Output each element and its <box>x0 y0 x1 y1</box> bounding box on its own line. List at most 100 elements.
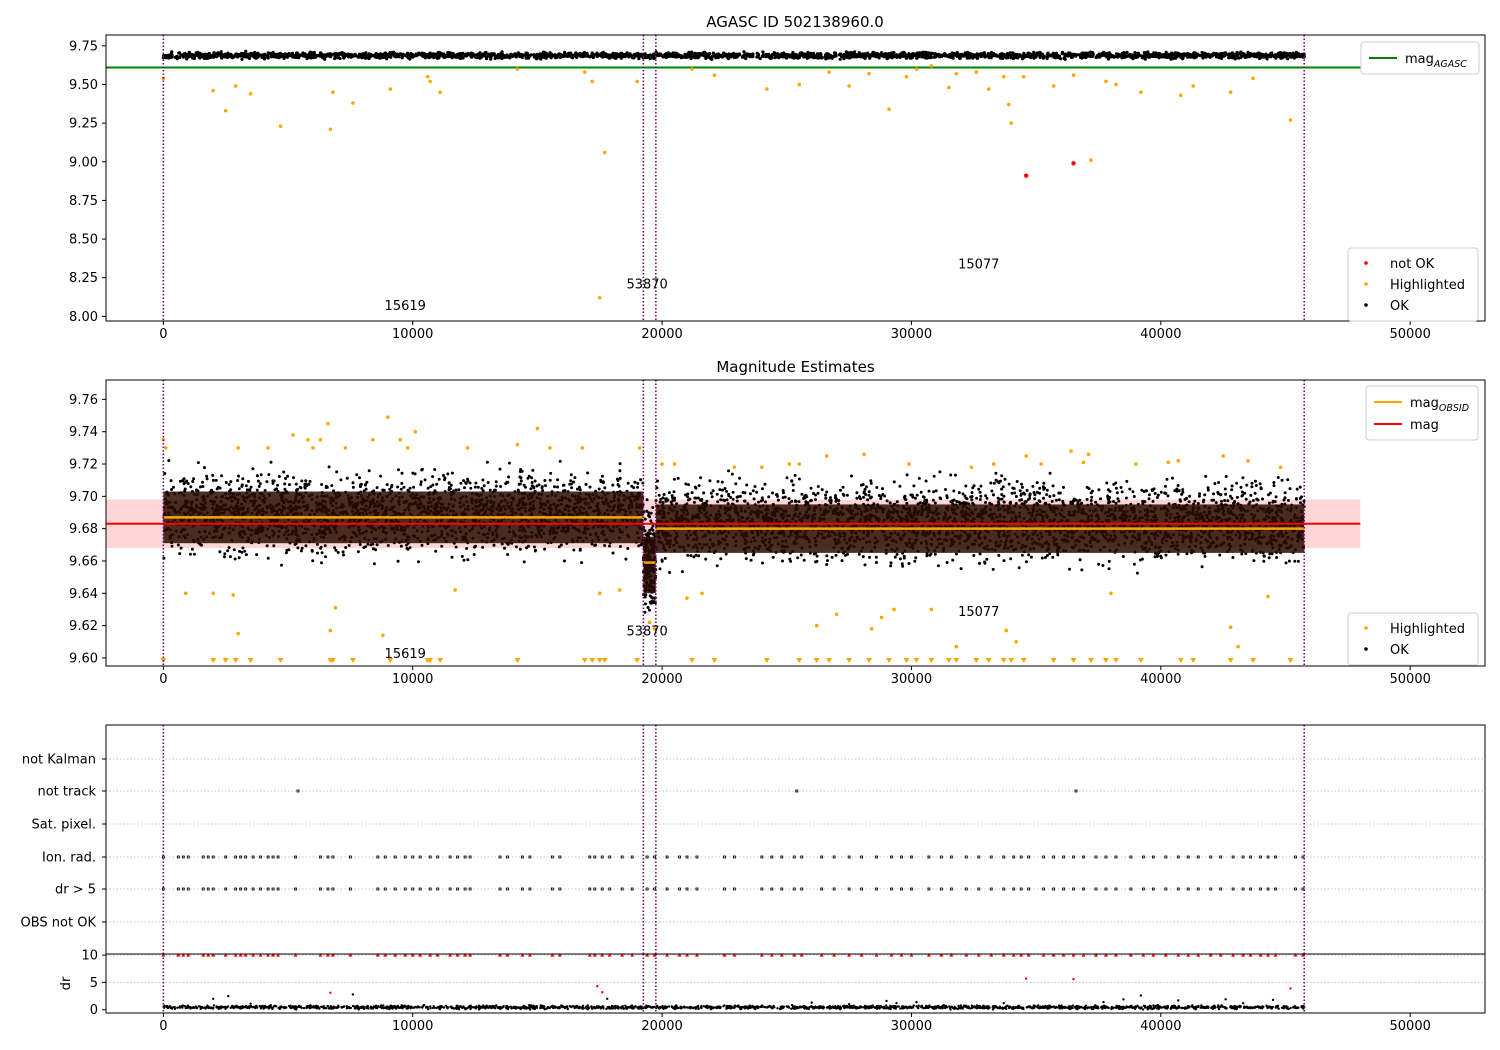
middle-ok-point <box>636 485 639 489</box>
top-ok-point <box>795 53 799 58</box>
top-ok-point <box>1051 51 1055 55</box>
top-ok-point <box>1201 56 1205 60</box>
top-ytick-label: 9.00 <box>69 155 98 170</box>
top-ok-point <box>758 56 762 61</box>
top-ok-point <box>1029 52 1033 56</box>
top-ok-point <box>447 54 451 59</box>
middle-ok-point <box>379 474 383 478</box>
top-ok-point <box>338 56 342 61</box>
middle-ok-point <box>284 477 287 480</box>
top-ok-point <box>995 54 1000 58</box>
middle-ok-point <box>294 482 298 486</box>
middle-ok-point <box>557 545 561 549</box>
top-highlighted-point <box>1251 76 1255 81</box>
middle-ok-point <box>201 485 205 488</box>
top-ok-point <box>877 53 881 57</box>
top-ok-point <box>560 55 565 59</box>
top-ok-point <box>389 55 393 59</box>
top-ok-point <box>1239 52 1243 56</box>
top-ok-point <box>785 56 789 60</box>
middle-ok-point <box>440 544 444 548</box>
middle-ok-point <box>286 474 290 478</box>
top-ok-point <box>632 54 636 59</box>
middle-ok-point <box>651 506 655 509</box>
top-ok-point <box>563 50 567 55</box>
top-ok-point <box>505 54 509 58</box>
top-ok-point <box>1029 56 1033 60</box>
top-ok-point <box>263 53 267 58</box>
middle-ok-point <box>259 473 263 477</box>
top-ok-point <box>337 52 341 56</box>
top-ok-point <box>273 54 277 58</box>
top-ok-point <box>1288 55 1292 59</box>
top-ok-point <box>536 55 540 59</box>
top-ok-point <box>1128 53 1132 57</box>
middle-ok-point <box>369 543 373 547</box>
middle-ok-point <box>386 544 390 547</box>
top-ok-point <box>508 56 512 60</box>
top-ok-point <box>691 52 695 56</box>
middle-ok-point <box>223 552 227 556</box>
top-ok-point <box>544 55 548 59</box>
top-ok-point <box>762 54 766 59</box>
top-ok-point <box>839 54 844 59</box>
middle-ok-point <box>299 549 303 553</box>
top-ok-point <box>1046 52 1050 57</box>
top-ok-point <box>500 56 504 61</box>
middle-ok-point <box>449 483 453 487</box>
top-ok-point <box>1034 53 1038 57</box>
middle-ok-point <box>466 558 470 562</box>
top-ok-point <box>877 56 881 60</box>
middle-ok-point <box>530 481 534 484</box>
middle-ok-point <box>266 556 270 560</box>
top-ok-point <box>701 51 705 55</box>
top-ok-point <box>605 53 609 57</box>
top-not-ok-point <box>1071 161 1076 166</box>
middle-ok-point <box>405 547 409 550</box>
middle-ok-point <box>300 479 304 483</box>
top-ok-point <box>448 51 452 55</box>
middle-ok-point <box>556 478 560 482</box>
top-ok-point <box>900 51 904 55</box>
top-ok-point <box>484 57 489 61</box>
top-ok-point <box>1089 50 1093 54</box>
top-ok-point <box>1039 52 1043 56</box>
top-ok-point <box>305 56 309 61</box>
middle-ok-point <box>178 552 182 556</box>
middle-ok-point <box>408 546 412 550</box>
middle-ok-point <box>526 544 530 548</box>
middle-ok-point <box>272 544 276 548</box>
middle-ok-point <box>499 485 503 488</box>
top-ok-point <box>832 51 837 55</box>
top-highlighted-point <box>1006 102 1011 107</box>
top-ok-point <box>1226 53 1230 57</box>
top-highlighted-point <box>887 107 891 112</box>
top-ok-point <box>317 53 321 57</box>
middle-ok-point <box>600 474 604 478</box>
middle-ok-point <box>323 544 327 548</box>
top-ok-point <box>500 50 504 54</box>
middle-ok-point <box>423 478 427 482</box>
top-ok-point <box>782 51 786 55</box>
middle-ok-point <box>267 473 271 477</box>
middle-ok-point <box>172 485 175 489</box>
top-highlighted-point <box>428 79 432 84</box>
top-ytick-label: 8.50 <box>69 233 98 248</box>
top-ok-point <box>872 52 876 56</box>
middle-ok-point <box>531 468 535 472</box>
middle-ok-point <box>518 475 522 479</box>
top-ok-point <box>424 53 428 57</box>
middle-ok-point <box>594 543 598 547</box>
middle-ok-point <box>283 482 287 486</box>
middle-ok-point <box>320 551 324 555</box>
top-ok-point <box>903 52 907 56</box>
middle-ok-point <box>540 486 544 490</box>
top-ok-point <box>842 57 846 61</box>
top-ok-point <box>929 56 933 60</box>
middle-ok-point <box>399 487 403 491</box>
top-ok-point <box>291 55 295 59</box>
middle-ok-point <box>563 559 566 563</box>
middle-ok-point <box>342 553 345 557</box>
top-highlighted-point <box>914 67 919 71</box>
